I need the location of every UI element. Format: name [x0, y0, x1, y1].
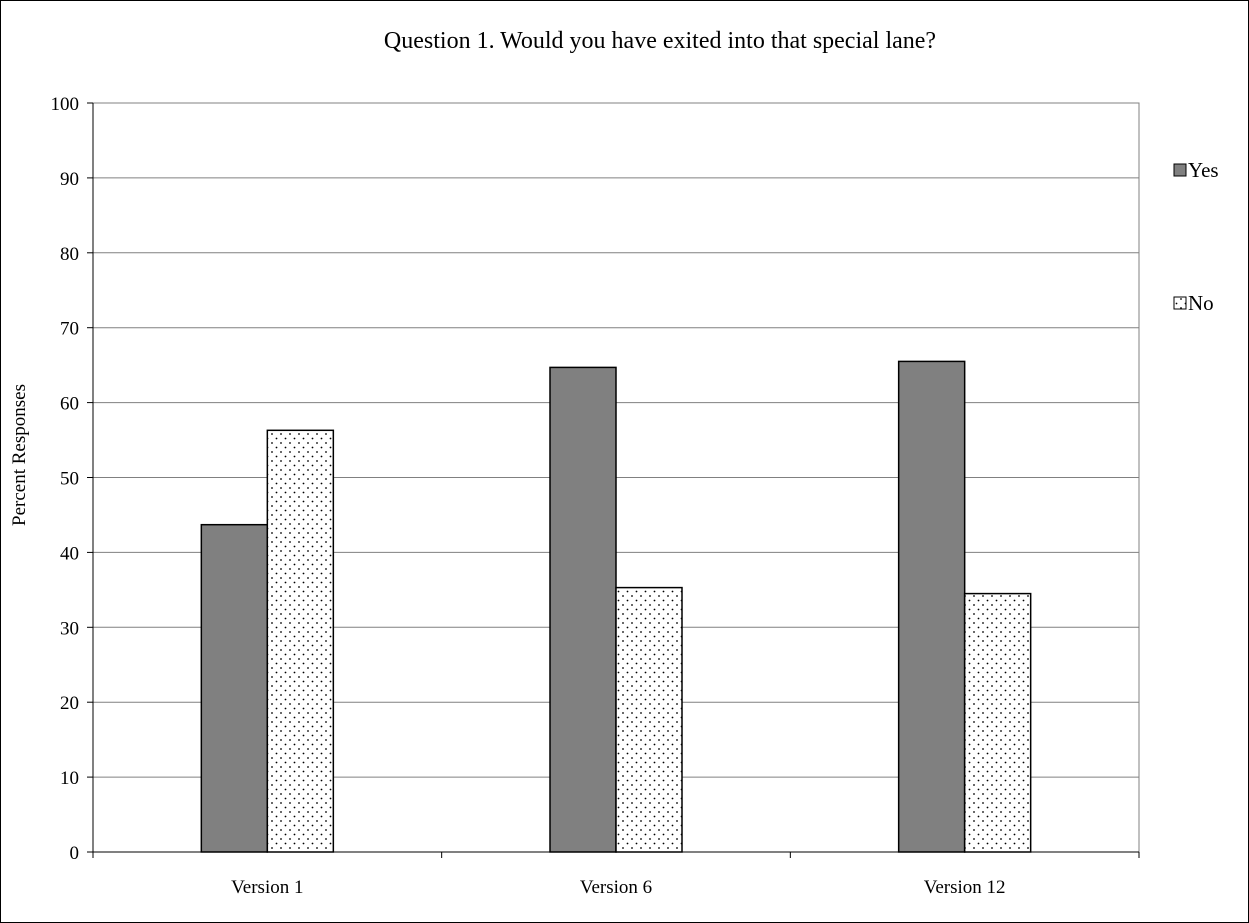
x-tick-label: Version 6 [580, 877, 652, 898]
bar-no-2 [615, 586, 683, 853]
bar-no-1 [266, 429, 335, 853]
legend-label-no: No [1188, 291, 1214, 315]
x-tick-label: Version 1 [231, 877, 303, 898]
y-tick-labels: 0 10 20 30 40 50 60 70 80 90 100 [51, 94, 80, 864]
y-tick-label: 80 [60, 244, 79, 265]
bar-yes-1 [200, 523, 269, 853]
y-tick-label: 90 [60, 169, 79, 190]
chart-title: Question 1. Would you have exited into t… [384, 28, 936, 54]
bar-no-3 [963, 592, 1032, 853]
bar-yes-3 [897, 360, 966, 853]
legend-swatch-yes [1173, 163, 1187, 177]
y-tick-label: 20 [60, 693, 79, 714]
y-tick-label: 50 [60, 469, 79, 490]
y-tick-label: 40 [60, 543, 79, 564]
x-tick-labels: Version 1 Version 6 Version 12 [231, 877, 1005, 898]
legend: Yes No [1173, 158, 1219, 315]
y-tick-label: 0 [70, 843, 80, 864]
legend-label-yes: Yes [1188, 158, 1219, 182]
y-tick-label: 70 [60, 319, 79, 340]
x-tick-label: Version 12 [924, 877, 1006, 898]
y-axis-label: Percent Responses [9, 384, 30, 526]
y-tick-label: 100 [51, 94, 80, 115]
y-tick-label: 60 [60, 394, 79, 415]
y-tick-label: 30 [60, 618, 79, 639]
y-tick-label: 10 [60, 768, 79, 789]
bars [200, 360, 1032, 853]
legend-swatch-no [1173, 296, 1187, 310]
bar-yes-2 [549, 366, 617, 853]
axes [87, 102, 1140, 858]
